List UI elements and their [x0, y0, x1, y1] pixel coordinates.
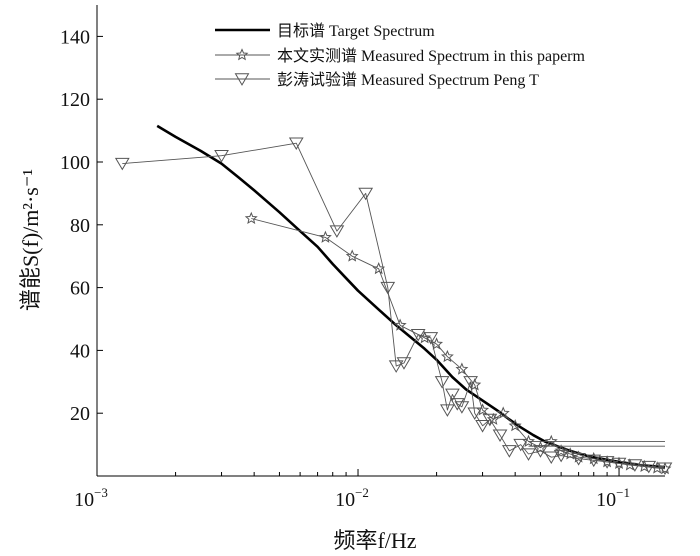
series-3-point [611, 457, 627, 471]
series-3-point [358, 187, 374, 201]
series-3-point [396, 357, 412, 370]
series-3-point [482, 413, 498, 427]
y-tick-label: 20 [70, 403, 90, 425]
series-3-point [543, 451, 559, 464]
series-3-point [423, 332, 439, 345]
series-3-point [599, 456, 615, 469]
chart-legend: 目标谱 Target Spectrum 本文实测谱 Measured Spectr… [215, 22, 586, 89]
y-tick-label: 80 [70, 215, 90, 237]
y-tick-label: 60 [70, 278, 90, 300]
x-tick-label: 10−3 [74, 485, 108, 511]
series-3-point [521, 448, 536, 461]
series-1-line [156, 124, 666, 469]
y-tick-label: 140 [60, 26, 90, 48]
chart-axes: 20 40 60 80 100 120 140 10−3 10−2 10−1 [60, 5, 665, 511]
series-2-point [623, 458, 637, 471]
series-3-point [454, 401, 470, 414]
series-3-point [571, 453, 586, 466]
series-3-point [627, 459, 643, 472]
series-2-point [554, 444, 568, 457]
series-2-point [318, 230, 332, 243]
series-3-point [533, 445, 548, 458]
series-2-point [544, 434, 558, 447]
series-3-point [445, 388, 460, 402]
legend-item-1: 目标谱 Target Spectrum [215, 22, 435, 40]
legend-item-2: 本文实测谱 Measured Spectrum in this paperm [215, 47, 586, 65]
x-tick-label: 10−2 [335, 485, 369, 511]
series-3-point [388, 360, 404, 373]
series-2 [244, 211, 672, 475]
series-2-point [455, 362, 469, 375]
y-tick-label: 100 [60, 152, 90, 174]
legend-label-2: 本文实测谱 Measured Spectrum in this paperm [277, 47, 586, 65]
series-3-point [329, 225, 345, 238]
series-3-point [440, 404, 455, 417]
series-3-point [114, 157, 130, 171]
series-3-point [553, 449, 569, 463]
series-2-point [244, 211, 258, 225]
y-tick-label: 40 [70, 340, 90, 362]
legend-label-3: 彭涛试验谱 Measured Spectrum Peng T [277, 71, 539, 89]
series-2-point [587, 451, 601, 465]
series-2-point [430, 337, 444, 350]
y-axis-title: 谱能S(f)/m²·s⁻¹ [18, 169, 43, 311]
y-tick-label: 120 [60, 89, 90, 111]
x-axis-title: 频率f/Hz [333, 528, 416, 553]
series-2-point [637, 459, 651, 473]
series-3-point [214, 150, 229, 163]
series-1 [156, 124, 666, 469]
series-2-point [572, 450, 586, 463]
series-2-point [440, 349, 454, 363]
series-2-point [486, 412, 500, 425]
series-2-point [496, 406, 510, 419]
legend-marker-3 [234, 73, 250, 86]
series-3-point [380, 281, 396, 295]
legend-label-1: 目标谱 Target Spectrum [277, 22, 435, 40]
legend-item-3: 彭涛试验谱 Measured Spectrum Peng T [215, 71, 539, 89]
series-2-point [650, 461, 664, 474]
series-2-point [508, 418, 522, 432]
series-3-point [463, 376, 478, 389]
series-2-line [251, 218, 666, 470]
series-3-point [434, 376, 450, 389]
series-3-point [475, 420, 490, 433]
series-3-point [657, 462, 673, 475]
series-3-point [449, 398, 465, 411]
series-3-line [122, 142, 666, 469]
series-3-point [586, 454, 602, 468]
series-3-point [467, 407, 483, 421]
x-tick-label: 10−1 [596, 485, 630, 511]
series-2-point [393, 318, 407, 331]
series-3-point [513, 438, 529, 452]
series-3-point [492, 429, 508, 443]
series-2-point [345, 249, 359, 262]
legend-marker-2 [235, 48, 249, 61]
series-3-point [410, 329, 426, 342]
chart-marks [114, 124, 673, 475]
series-3-point [501, 445, 517, 458]
series-3-point [288, 137, 304, 150]
series-3 [114, 137, 673, 475]
series-3-point [641, 460, 657, 474]
